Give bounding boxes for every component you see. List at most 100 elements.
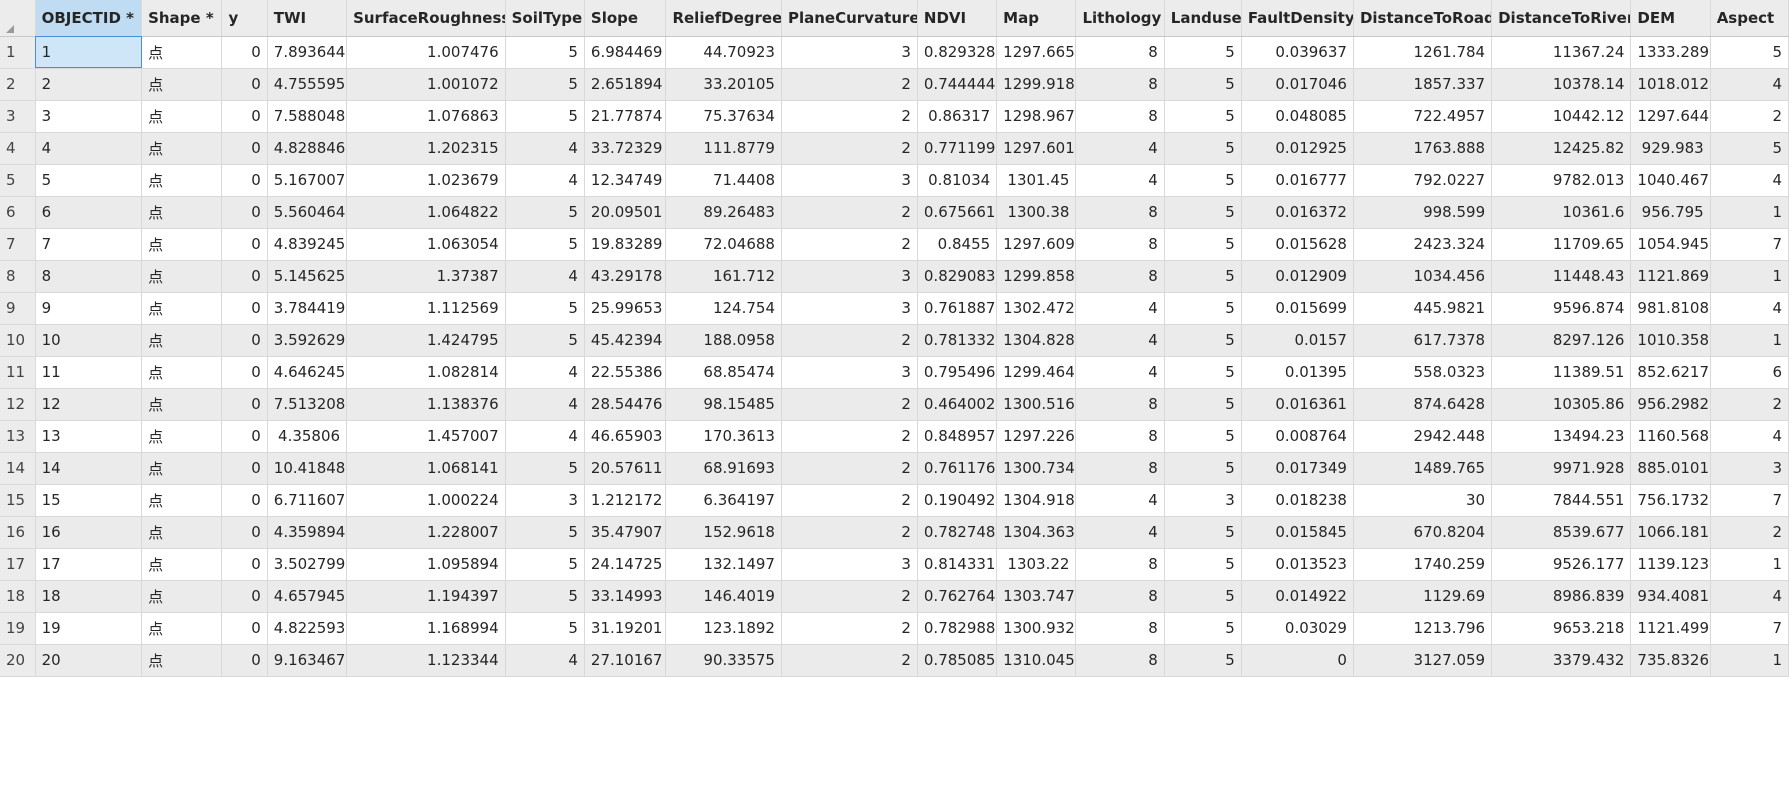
cell-soiltype[interactable]: 4: [505, 388, 585, 421]
cell-planecurvature[interactable]: 2: [781, 132, 918, 165]
table-row[interactable]: 14 14 点 0 10.41848 1.068141 5 20.57611 68.91693 2…: [0, 452, 1789, 485]
cell-twi[interactable]: 3.784419: [267, 292, 348, 325]
cell-soiltype[interactable]: 5: [505, 36, 585, 69]
cell-distancetoroad[interactable]: 1034.456: [1353, 260, 1493, 293]
cell-shape[interactable]: 点: [141, 516, 223, 549]
column-header-distancetoriver[interactable]: DistanceToRiver: [1491, 0, 1632, 37]
cell-aspect[interactable]: 5: [1710, 132, 1789, 165]
cell-landuse[interactable]: 5: [1164, 196, 1242, 229]
cell-shape[interactable]: 点: [141, 36, 223, 69]
cell-y[interactable]: 0: [221, 644, 268, 677]
cell-distancetoriver[interactable]: 11389.51: [1491, 356, 1632, 389]
column-header-dem[interactable]: DEM: [1630, 0, 1711, 37]
cell-distancetoriver[interactable]: 13494.23: [1491, 420, 1632, 453]
cell-planecurvature[interactable]: 2: [781, 324, 918, 357]
cell-ndvi[interactable]: 0.829083: [917, 260, 998, 293]
cell-map[interactable]: 1303.747: [996, 580, 1077, 613]
cell-shape[interactable]: 点: [141, 68, 223, 101]
cell-shape[interactable]: 点: [141, 324, 223, 357]
cell-objectid[interactable]: 3: [35, 100, 143, 133]
cell-dem[interactable]: 756.1732: [1630, 484, 1711, 517]
cell-dem[interactable]: 1139.123: [1630, 548, 1711, 581]
cell-slope[interactable]: 46.65903: [584, 420, 667, 453]
cell-soiltype[interactable]: 5: [505, 548, 585, 581]
cell-y[interactable]: 0: [221, 452, 268, 485]
cell-landuse[interactable]: 5: [1164, 420, 1242, 453]
cell-planecurvature[interactable]: 2: [781, 420, 918, 453]
cell-distancetoriver[interactable]: 9596.874: [1491, 292, 1632, 325]
cell-soiltype[interactable]: 4: [505, 132, 585, 165]
cell-map[interactable]: 1310.045: [996, 644, 1077, 677]
cell-objectid[interactable]: 7: [35, 228, 143, 261]
cell-faultdensity[interactable]: 0.048085: [1241, 100, 1354, 133]
cell-soiltype[interactable]: 5: [505, 68, 585, 101]
row-number[interactable]: 12: [0, 388, 36, 421]
cell-y[interactable]: 0: [221, 68, 268, 101]
cell-map[interactable]: 1303.22: [996, 548, 1077, 581]
cell-lithology[interactable]: 4: [1075, 164, 1165, 197]
cell-dem[interactable]: 956.2982: [1630, 388, 1711, 421]
cell-aspect[interactable]: 2: [1710, 388, 1789, 421]
cell-map[interactable]: 1297.609: [996, 228, 1077, 261]
cell-faultdensity[interactable]: 0.014922: [1241, 580, 1354, 613]
cell-ndvi[interactable]: 0.762764: [917, 580, 998, 613]
table-row[interactable]: 1 1 点 0 7.893644 1.007476 5 6.984469 44.70923 3 0.…: [0, 36, 1789, 69]
cell-planecurvature[interactable]: 3: [781, 260, 918, 293]
cell-twi[interactable]: 10.41848: [267, 452, 348, 485]
cell-distancetoroad[interactable]: 1763.888: [1353, 132, 1493, 165]
cell-dem[interactable]: 929.983: [1630, 132, 1711, 165]
cell-aspect[interactable]: 2: [1710, 516, 1789, 549]
cell-distancetoroad[interactable]: 445.9821: [1353, 292, 1493, 325]
cell-faultdensity[interactable]: 0.018238: [1241, 484, 1354, 517]
column-header-soiltype[interactable]: SoilType: [505, 0, 585, 37]
cell-twi[interactable]: 6.711607: [267, 484, 348, 517]
cell-aspect[interactable]: 6: [1710, 356, 1789, 389]
cell-lithology[interactable]: 8: [1075, 228, 1165, 261]
cell-soiltype[interactable]: 5: [505, 100, 585, 133]
cell-landuse[interactable]: 5: [1164, 36, 1242, 69]
cell-shape[interactable]: 点: [141, 612, 223, 645]
cell-reliefdegree[interactable]: 132.1497: [665, 548, 782, 581]
cell-reliefdegree[interactable]: 72.04688: [665, 228, 782, 261]
cell-ndvi[interactable]: 0.782988: [917, 612, 998, 645]
cell-ndvi[interactable]: 0.464002: [917, 388, 998, 421]
cell-surfaceroughness[interactable]: 1.064822: [346, 196, 506, 229]
cell-shape[interactable]: 点: [141, 452, 223, 485]
column-header-shape[interactable]: Shape *: [141, 0, 223, 37]
cell-objectid[interactable]: 10: [35, 324, 143, 357]
cell-landuse[interactable]: 5: [1164, 100, 1242, 133]
cell-reliefdegree[interactable]: 71.4408: [665, 164, 782, 197]
cell-objectid[interactable]: 4: [35, 132, 143, 165]
cell-faultdensity[interactable]: 0.008764: [1241, 420, 1354, 453]
cell-dem[interactable]: 1121.499: [1630, 612, 1711, 645]
row-number-header[interactable]: [0, 0, 36, 37]
cell-shape[interactable]: 点: [141, 356, 223, 389]
table-row[interactable]: 13 13 点 0 4.35806 1.457007 4 46.65903 170.3613 2 0…: [0, 420, 1789, 453]
cell-aspect[interactable]: 4: [1710, 164, 1789, 197]
cell-planecurvature[interactable]: 2: [781, 644, 918, 677]
cell-map[interactable]: 1297.601: [996, 132, 1077, 165]
cell-aspect[interactable]: 1: [1710, 324, 1789, 357]
cell-landuse[interactable]: 5: [1164, 324, 1242, 357]
row-number[interactable]: 16: [0, 516, 36, 549]
cell-landuse[interactable]: 5: [1164, 388, 1242, 421]
cell-aspect[interactable]: 4: [1710, 420, 1789, 453]
cell-surfaceroughness[interactable]: 1.063054: [346, 228, 506, 261]
column-header-aspect[interactable]: Aspect: [1710, 0, 1789, 37]
cell-distancetoriver[interactable]: 8986.839: [1491, 580, 1632, 613]
cell-surfaceroughness[interactable]: 1.37387: [346, 260, 506, 293]
cell-lithology[interactable]: 4: [1075, 324, 1165, 357]
cell-distancetoriver[interactable]: 12425.82: [1491, 132, 1632, 165]
cell-soiltype[interactable]: 3: [505, 484, 585, 517]
cell-ndvi[interactable]: 0.744444: [917, 68, 998, 101]
table-row[interactable]: 5 5 点 0 5.167007 1.023679 4 12.34749 71.4408 3 0.8…: [0, 164, 1789, 197]
cell-aspect[interactable]: 7: [1710, 484, 1789, 517]
cell-surfaceroughness[interactable]: 1.007476: [346, 36, 506, 69]
cell-reliefdegree[interactable]: 124.754: [665, 292, 782, 325]
cell-reliefdegree[interactable]: 152.9618: [665, 516, 782, 549]
row-number[interactable]: 18: [0, 580, 36, 613]
cell-y[interactable]: 0: [221, 388, 268, 421]
cell-faultdensity[interactable]: 0.017349: [1241, 452, 1354, 485]
cell-map[interactable]: 1300.932: [996, 612, 1077, 645]
cell-objectid[interactable]: 17: [35, 548, 143, 581]
